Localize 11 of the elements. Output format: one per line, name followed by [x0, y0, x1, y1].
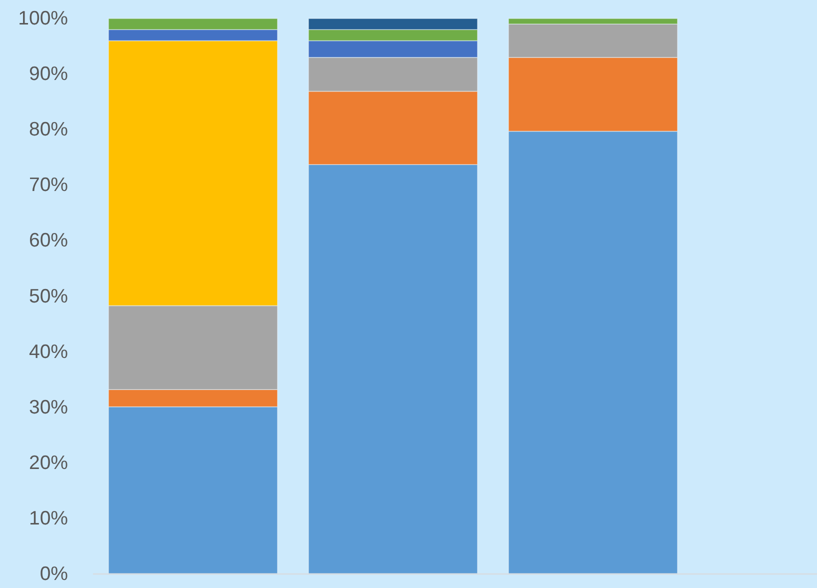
y-tick-label: 0% [40, 563, 68, 585]
y-tick-label: 20% [28, 452, 68, 474]
y-tick-label: 10% [28, 507, 68, 530]
y-tick-label: 50% [28, 285, 68, 308]
y-tick-label: 70% [28, 174, 68, 196]
y-tick-label: 100% [18, 8, 68, 30]
y-tick-label: 80% [28, 118, 68, 141]
y-tick-label: 60% [28, 230, 68, 252]
y-tick-label: 90% [28, 63, 68, 86]
y-tick-label: 30% [28, 396, 68, 418]
y-tick-label: 40% [28, 340, 68, 363]
